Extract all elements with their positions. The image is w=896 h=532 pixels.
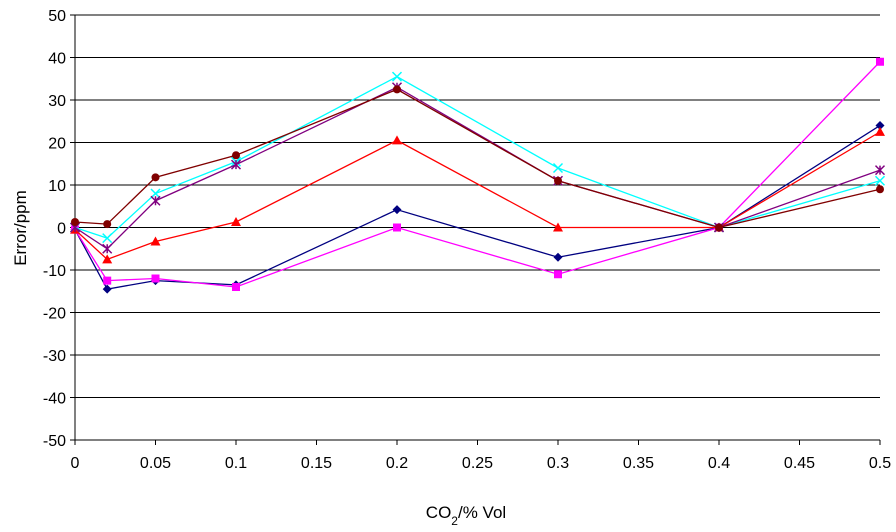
gridlines (75, 14, 880, 398)
point-triangle (231, 216, 241, 226)
point-square (876, 57, 884, 66)
series-line (74, 88, 881, 229)
point-triangle (150, 236, 161, 246)
series-2 (71, 57, 884, 291)
point-circle (393, 85, 401, 94)
y-tick-label: -50 (43, 433, 66, 450)
x-tick-label: 0.4 (708, 455, 730, 472)
point-x (874, 175, 886, 186)
point-star (230, 159, 242, 170)
point-square (103, 276, 112, 285)
x-tick-label: 0.35 (623, 455, 654, 472)
x-axis-title-subscript: 2 (451, 514, 458, 528)
y-tick-label: -30 (43, 348, 66, 365)
y-tick-label: -10 (43, 263, 66, 280)
y-tick-label: 40 (48, 51, 66, 68)
x-tick-label: 0.05 (140, 455, 171, 472)
point-circle (71, 217, 79, 226)
x-tick-label: 0.1 (225, 455, 247, 472)
point-circle (876, 185, 884, 194)
y-tick-label: -40 (43, 391, 66, 408)
x-tick-label: 0.15 (301, 455, 332, 472)
point-circle (151, 173, 160, 182)
point-triangle (553, 222, 563, 232)
point-square (393, 223, 401, 232)
series-line (74, 61, 881, 288)
series-layer (69, 57, 886, 294)
point-star (874, 165, 886, 176)
series-line (74, 86, 881, 250)
point-triangle (875, 126, 885, 136)
point-triangle (392, 135, 402, 145)
tick-labels: 50 40 30 20 10 0 -10 -20 -30 -40 -50 0 0.05 0.1 0.15 0.… (43, 8, 891, 472)
point-circle (103, 220, 112, 229)
x-tick-label: 0.3 (547, 455, 569, 472)
series-6 (71, 85, 884, 232)
y-tick-label: -20 (43, 306, 66, 323)
x-tick-label: 0.25 (462, 455, 493, 472)
point-diamond (102, 284, 112, 294)
y-tick-label: 0 (57, 221, 66, 238)
x-axis-title: CO2/% Vol (426, 503, 506, 528)
point-diamond (553, 252, 563, 262)
point-x (391, 71, 403, 82)
point-circle (232, 151, 240, 160)
series-line (74, 75, 881, 239)
y-axis-title: Error/ppm (11, 190, 30, 266)
point-circle (554, 176, 562, 185)
point-square (151, 274, 160, 283)
point-diamond (392, 205, 402, 215)
series-1 (70, 121, 885, 294)
point-x (150, 188, 161, 199)
y-tick-label: 10 (48, 178, 66, 195)
y-tick-label: 20 (48, 136, 66, 153)
series-line (74, 124, 881, 290)
point-star (150, 195, 161, 206)
x-tick-label: 0.2 (386, 455, 408, 472)
point-square (554, 270, 562, 279)
axes (70, 14, 881, 445)
x-tick-label: 0 (71, 455, 80, 472)
x-tick-label: 0.5 (869, 455, 891, 472)
y-tick-label: 30 (48, 93, 66, 110)
series-3 (70, 126, 885, 264)
point-triangle (102, 254, 113, 264)
series-line (74, 131, 881, 261)
point-star (102, 243, 113, 254)
point-x (102, 233, 113, 244)
point-x (552, 162, 564, 174)
x-axis-title-rest: /% Vol (458, 503, 506, 522)
x-axis-title-main: CO (426, 503, 452, 522)
y-tick-label: 50 (48, 8, 66, 25)
x-tick-label: 0.45 (784, 455, 815, 472)
point-circle (715, 223, 723, 232)
point-diamond (875, 121, 885, 130)
point-square (232, 283, 240, 291)
